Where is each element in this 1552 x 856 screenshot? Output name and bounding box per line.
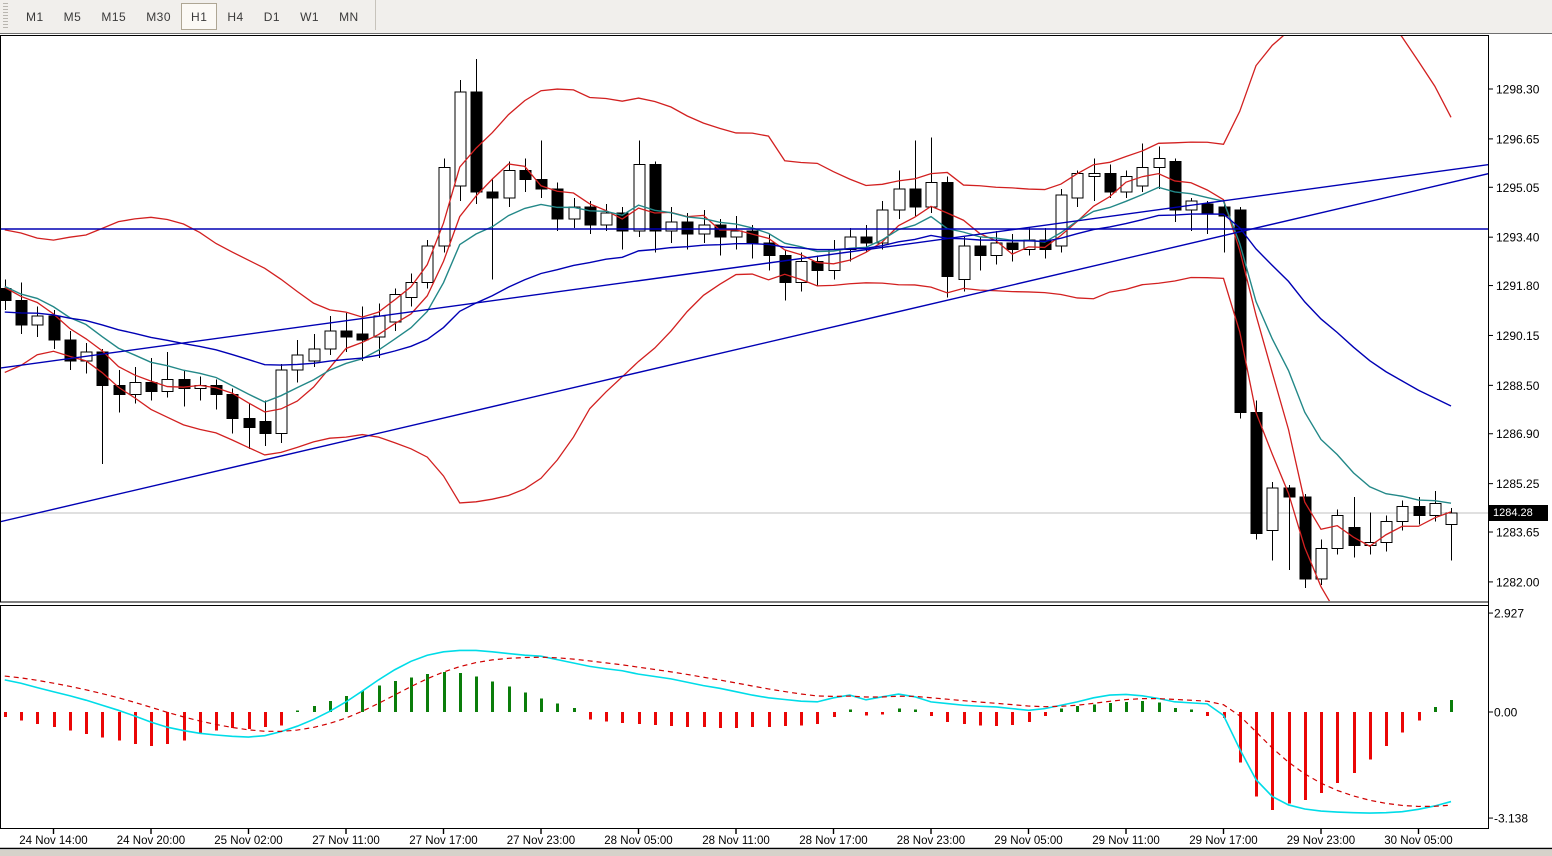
time-tick-label: 29 Nov 11:00 <box>1092 835 1160 847</box>
price-scale[interactable]: 1298.30 1296.65 1295.05 1293.40 1291.80 1290.… <box>1488 35 1540 829</box>
indicator-tick-label: 0.00 <box>1494 706 1518 720</box>
tf-button-MN[interactable]: MN <box>339 9 359 24</box>
time-tick-label: 27 Nov 23:00 <box>507 835 575 847</box>
time-tick-label: 27 Nov 11:00 <box>312 835 380 847</box>
toolbar-grip[interactable] <box>3 3 8 29</box>
price-tick-label: 1293.40 <box>1496 231 1540 245</box>
price-tick-label: 1291.80 <box>1496 279 1540 293</box>
time-tick-label: 29 Nov 23:00 <box>1287 835 1355 847</box>
main-panel-border <box>0 35 1489 603</box>
current-price-badge: 1284.28 <box>1489 505 1548 521</box>
tf-button-M5[interactable]: M5 <box>63 9 82 24</box>
timeframe-toolbar: M1 M5 M15 M30 H1 H4 D1 W1 MN <box>0 0 1552 34</box>
time-tick-label: 29 Nov 17:00 <box>1189 835 1257 847</box>
time-tick-label: 24 Nov 20:00 <box>117 835 185 847</box>
trendline-1[interactable] <box>0 173 1488 523</box>
window-bottom-strip <box>0 850 1552 856</box>
price-tick-label: 1288.50 <box>1496 379 1540 393</box>
price-tick-label: 1298.30 <box>1496 83 1540 97</box>
tf-button-M1[interactable]: M1 <box>26 9 44 24</box>
time-tick-label: 28 Nov 23:00 <box>897 835 965 847</box>
time-tick-label: 27 Nov 17:00 <box>409 835 477 847</box>
price-tick-label: 1285.25 <box>1496 477 1540 491</box>
tf-button-M30[interactable]: M30 <box>146 9 172 24</box>
time-tick-label: 28 Nov 11:00 <box>702 835 770 847</box>
tf-button-D1[interactable]: D1 <box>263 9 281 24</box>
time-tick-label: 29 Nov 05:00 <box>994 835 1062 847</box>
tf-button-H4[interactable]: H4 <box>227 9 244 24</box>
tf-button-M15[interactable]: M15 <box>101 9 127 24</box>
main-panel[interactable] <box>0 34 1488 721</box>
oscillator-panel[interactable] <box>4 649 1453 814</box>
price-tick-label: 1295.05 <box>1496 181 1540 195</box>
trendline-2[interactable] <box>0 163 1488 369</box>
indicator-tick-label: 2.927 <box>1494 607 1524 621</box>
time-tick-label: 30 Nov 05:00 <box>1384 835 1452 847</box>
price-tick-label: 1282.00 <box>1496 575 1540 589</box>
indicator-tick-label: -3.138 <box>1494 812 1528 826</box>
timeframe-button-group: M1 M5 M15 M30 H1 H4 D1 W1 MN <box>16 0 376 30</box>
price-tick-label: 1283.65 <box>1496 526 1540 540</box>
price-tick-label: 1286.90 <box>1496 427 1540 441</box>
indicator-panel-border <box>0 605 1489 829</box>
price-tick-label: 1296.65 <box>1496 132 1540 146</box>
indicator-scale[interactable]: 2.927 0.00 -3.138 <box>1488 607 1528 826</box>
time-tick-label: 25 Nov 02:00 <box>214 835 282 847</box>
price-chart-canvas[interactable]: 1298.30 1296.65 1295.05 1293.40 1291.80 1290.… <box>0 34 1552 856</box>
time-tick-label: 28 Nov 05:00 <box>604 835 672 847</box>
candlesticks <box>1 58 1458 588</box>
price-tick-label: 1290.15 <box>1496 329 1540 343</box>
tf-button-W1[interactable]: W1 <box>300 9 320 24</box>
time-tick-label: 28 Nov 17:00 <box>799 835 867 847</box>
oscillator-histogram <box>4 672 1453 811</box>
tf-button-H1[interactable]: H1 <box>181 3 218 30</box>
time-scale[interactable]: 24 Nov 14:00 24 Nov 20:00 25 Nov 02:00 27 N… <box>19 829 1453 847</box>
time-tick-label: 24 Nov 14:00 <box>19 835 87 847</box>
chart-area[interactable]: 1298.30 1296.65 1295.05 1293.40 1291.80 1290.… <box>0 34 1552 856</box>
